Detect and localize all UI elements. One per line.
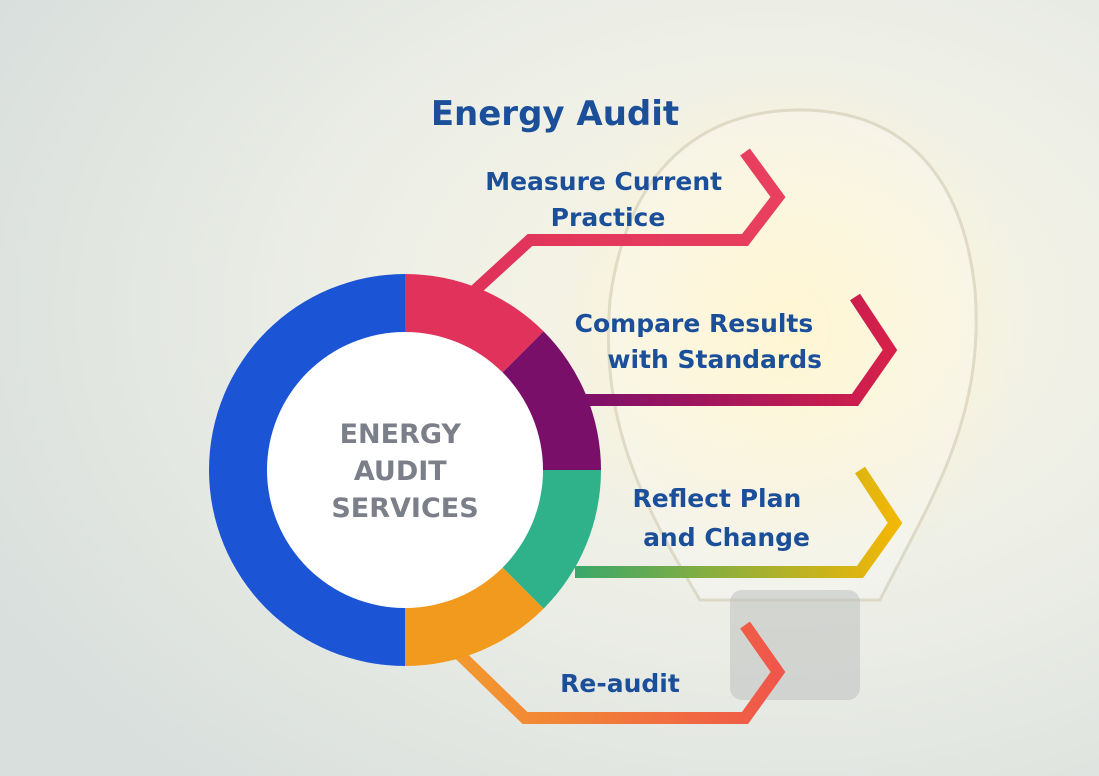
step-line: Practice bbox=[551, 203, 666, 232]
center-line: ENERGY bbox=[340, 419, 462, 450]
center-line: SERVICES bbox=[331, 493, 478, 524]
step-line: Re-audit bbox=[560, 669, 680, 698]
infographic: Energy Audit ENERGY AUDIT SERVICES Measu… bbox=[0, 0, 1099, 776]
page: Energy Audit ENERGY AUDIT SERVICES Measu… bbox=[0, 0, 1099, 776]
step-line: Compare Results bbox=[575, 309, 814, 338]
center-line: AUDIT bbox=[354, 456, 447, 487]
step-line: Measure Current bbox=[485, 167, 722, 196]
title: Energy Audit bbox=[431, 94, 679, 134]
step-line: with Standards bbox=[607, 345, 822, 374]
bulb-base bbox=[730, 590, 860, 700]
step-line: and Change bbox=[643, 523, 810, 552]
step-label: Re-audit bbox=[560, 669, 680, 698]
step-line: Reflect Plan bbox=[633, 484, 802, 513]
